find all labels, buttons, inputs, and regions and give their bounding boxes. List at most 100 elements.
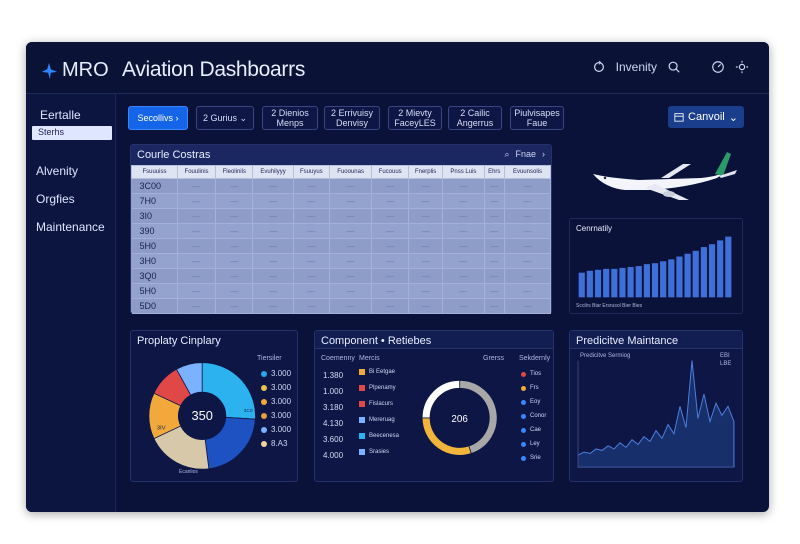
table-row[interactable]: 3H0— — — — — — — — — — [131,253,552,269]
component-status-item[interactable]: Cae [521,427,541,433]
table-header-cell[interactable]: Fucouus [371,165,410,179]
table-cell: — [215,238,254,254]
component-status-item[interactable]: Srie [521,455,541,461]
table-cell: — [484,193,505,209]
table-row[interactable]: 3C00— — — — — — — — — — [131,178,552,194]
table-row[interactable]: 390— — — — — — — — — — [131,223,552,239]
bar[interactable] [725,236,732,298]
table-title: Courle Costras [137,149,211,161]
refresh-icon[interactable] [592,60,606,74]
table-header-cell[interactable]: Fnerplis [408,165,444,179]
component-col-2: Mercis [359,355,380,362]
filter-chip-2[interactable]: 2 Gurius ⌄ [196,106,254,130]
table-cell: — [252,238,294,254]
bar[interactable] [611,268,618,298]
donut-slice[interactable] [201,362,256,420]
bar[interactable] [635,266,642,298]
table-header-cell[interactable]: Evuunsolis [503,165,552,179]
bar[interactable] [717,240,724,298]
table-filter-label[interactable]: Fnae [515,149,536,159]
table-header-cell[interactable]: Fleolinils [215,165,254,179]
filter-chip-7[interactable]: Piulvisapes Faue [510,106,564,130]
bar[interactable] [603,268,610,298]
chevron-right-icon[interactable]: › [542,149,545,159]
table-cell: — [408,223,444,239]
filter-chip-5[interactable]: 2 Mievty FaceyLES [388,106,442,130]
bar[interactable] [627,266,634,298]
bar[interactable] [668,259,675,298]
bar[interactable] [700,247,707,298]
inventory-link[interactable]: Invenity [615,60,657,74]
component-status-item[interactable]: Eoy [521,399,540,405]
donut-legend-item[interactable]: 3.000 [261,425,291,434]
cancel-button[interactable]: Canvoil ⌄ [668,106,744,128]
sidebar-item-alvenity[interactable]: Alvenity [36,164,79,178]
filter-chip-4[interactable]: 2 Errivuisy Denvisy [324,106,380,130]
legend-dot-icon [261,384,267,391]
donut-slice[interactable] [175,362,203,396]
donut-legend-item[interactable]: 3.000 [261,369,291,378]
donut-legend-item[interactable]: 3.000 [261,411,291,420]
status-label: Frs [530,385,539,391]
gauge-icon[interactable] [711,60,725,74]
component-row[interactable]: Beecenesa [359,433,399,439]
component-status-item[interactable]: Frs [521,385,539,391]
bar[interactable] [692,250,699,298]
donut-legend-item[interactable]: 8.A3 [261,439,287,448]
filter-chip-3[interactable]: 2 Dienios Menps [262,106,318,130]
component-status-item[interactable]: Ley [521,441,540,447]
bar[interactable] [586,270,593,298]
table-cell: — [177,178,217,194]
donut-legend-item[interactable]: 3.000 [261,397,291,406]
table-header-cell[interactable]: Ehrs [483,165,505,179]
predictive-area-chart [577,360,735,468]
table-row[interactable]: 3Q0— — — — — — — — — — [131,268,552,284]
component-ring-value: 206 [451,414,468,425]
sidebar-search-input[interactable]: Sterhs [32,126,112,140]
bar[interactable] [684,253,691,298]
table-row[interactable]: 5H0— — — — — — — — — — [131,283,552,299]
table-header-cell[interactable]: Pnss Luis [442,165,485,179]
bar[interactable] [651,263,659,298]
table-row[interactable]: 5H0— — — — — — — — — — [131,238,552,254]
filter-chip-6[interactable]: 2 Cailic Angerrus [448,106,502,130]
donut-slice[interactable] [204,416,256,470]
table-header-cell[interactable]: Fsuuuiss [131,165,178,179]
component-status-item[interactable]: Conor [521,413,546,419]
component-status-item[interactable]: Tios [521,371,541,377]
bar[interactable] [578,272,585,298]
bar[interactable] [643,264,650,298]
table-row[interactable]: 7H0— — — — — — — — — — [131,193,552,209]
table-search-icon[interactable]: ⌕ [504,149,510,159]
sidebar-item-orgfies[interactable]: Orgfies [36,192,75,206]
predictive-area[interactable] [577,360,735,468]
sidebar-item-maintenance[interactable]: Maintenance [36,220,105,234]
component-row[interactable]: Fislacurs [359,401,393,407]
bar[interactable] [660,261,667,298]
component-row[interactable]: Srasies [359,449,389,455]
table-header-cell[interactable]: Fuoounas [328,165,373,179]
bar[interactable] [594,269,602,298]
plane-logo-icon [41,62,58,79]
donut-legend-item[interactable]: 3.000 [261,383,291,392]
component-ring-slice[interactable] [421,379,461,419]
settings-icon[interactable] [735,60,749,74]
table-row[interactable]: 3I0— — — — — — — — — — [131,208,552,224]
component-row[interactable]: Mereruag [359,417,395,423]
table-row[interactable]: 5D0— — — — — — — — — — [131,298,552,314]
component-row[interactable]: Bi Eetgae [359,369,395,375]
table-header-cell[interactable]: Evuhilyyy [252,165,294,179]
bar[interactable] [619,267,626,298]
table-header-cell[interactable]: Fsuuyus [292,165,330,179]
bar[interactable] [676,256,683,298]
table-cell: — [442,283,485,299]
bar[interactable] [708,244,716,298]
component-row[interactable]: Plpenamy [359,385,396,391]
table-row-id: 5D0 [131,298,178,314]
search-icon[interactable] [667,60,681,74]
table-cell: — [329,238,373,254]
table-header-cell[interactable]: Fouulinis [176,165,217,179]
logo[interactable]: MRO [40,59,109,82]
filter-chip-1[interactable]: Secollivs › [128,106,188,130]
legend-dot-icon [261,440,267,447]
